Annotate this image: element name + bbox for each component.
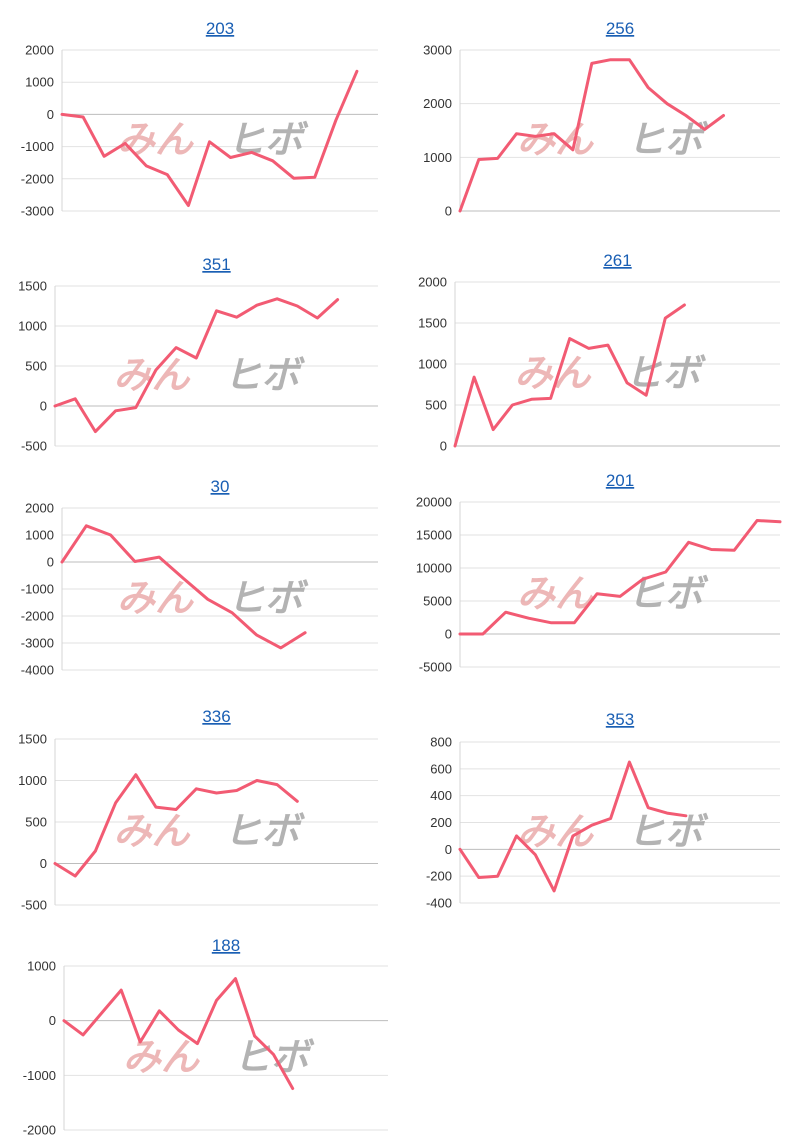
y-tick-label: 15000: [416, 528, 452, 543]
chart-title[interactable]: 256: [606, 19, 634, 38]
y-tick-label: 1000: [25, 528, 54, 543]
watermark-logo: ヒボ: [227, 576, 309, 620]
y-tick-label: 0: [445, 204, 452, 219]
y-tick-label: -1000: [21, 582, 54, 597]
y-tick-label: -5000: [419, 660, 452, 675]
series-line: [458, 519, 782, 636]
chart-30: 30 2000 1000 0 -1000 -2000 -3000 -4000 みん ヒボ: [21, 477, 378, 678]
y-tick-label: 500: [25, 359, 47, 374]
chart-title[interactable]: 353: [606, 710, 634, 729]
y-tick-label: -3000: [21, 636, 54, 651]
series-line: [53, 773, 299, 878]
watermark-logo: ヒボ: [627, 118, 709, 162]
y-tick-label: 0: [440, 439, 447, 454]
y-tick-label: 0: [47, 107, 54, 122]
chart-256: 256 3000 2000 1000 0 みん ヒボ: [423, 19, 780, 219]
chart-336: 336 1500 1000 500 0 -500 みん ヒボ: [18, 707, 378, 913]
y-tick-label: -2000: [21, 609, 54, 624]
watermark-logo: ヒボ: [223, 353, 305, 397]
y-tick-label: 1500: [18, 732, 47, 747]
y-tick-label: 0: [445, 627, 452, 642]
series-line: [53, 297, 340, 434]
y-tick-label: 500: [425, 398, 447, 413]
chart-title[interactable]: 201: [606, 471, 634, 490]
y-tick-label: -4000: [21, 663, 54, 678]
series-line: [60, 524, 307, 650]
y-tick-label: 500: [25, 815, 47, 830]
watermark-logo: ヒボ: [624, 351, 706, 395]
y-tick-label: 2000: [25, 501, 54, 516]
watermark-logo: みん: [117, 576, 194, 620]
y-tick-label: 2000: [25, 43, 54, 58]
watermark-logo: ヒボ: [223, 809, 305, 853]
series-line: [458, 58, 725, 213]
chart-title[interactable]: 188: [212, 936, 240, 955]
chart-title[interactable]: 30: [211, 477, 230, 496]
y-tick-label: 0: [40, 856, 47, 871]
y-tick-label: 0: [49, 1013, 56, 1028]
y-tick-label: 1500: [418, 316, 447, 331]
y-tick-label: 1000: [18, 319, 47, 334]
watermark-logo: みん: [123, 1035, 200, 1079]
y-tick-label: -500: [21, 439, 47, 454]
y-tick-label: 0: [40, 399, 47, 414]
y-tick-label: -2000: [23, 1123, 56, 1138]
y-tick-label: 3000: [423, 43, 452, 58]
watermark-logo: みん: [517, 118, 594, 162]
y-tick-label: 5000: [423, 594, 452, 609]
series-line: [458, 760, 688, 893]
chart-title[interactable]: 351: [202, 255, 230, 274]
watermark-logo: ヒボ: [627, 810, 709, 854]
y-tick-label: 0: [445, 842, 452, 857]
y-tick-label: -1000: [21, 139, 54, 154]
y-tick-label: 1000: [423, 150, 452, 165]
chart-title[interactable]: 336: [202, 707, 230, 726]
y-tick-label: 2000: [418, 275, 447, 290]
watermark-logo: みん: [113, 809, 190, 853]
y-tick-label: 600: [430, 761, 452, 776]
chart-title[interactable]: 203: [206, 19, 234, 38]
y-tick-label: -400: [426, 896, 452, 911]
y-tick-label: 1000: [25, 75, 54, 90]
y-tick-label: -2000: [21, 171, 54, 186]
series-line: [60, 69, 359, 207]
chart-title[interactable]: 261: [603, 251, 631, 270]
y-tick-label: 0: [47, 555, 54, 570]
y-tick-label: 1500: [18, 279, 47, 294]
y-tick-label: 1000: [18, 773, 47, 788]
y-tick-label: -500: [21, 898, 47, 913]
y-tick-label: 200: [430, 815, 452, 830]
y-tick-label: 20000: [416, 495, 452, 510]
y-tick-label: -1000: [23, 1068, 56, 1083]
series-line: [453, 303, 686, 448]
watermark-logo: ヒボ: [627, 572, 709, 616]
y-tick-label: 1000: [418, 357, 447, 372]
chart-201: 201 20000 15000 10000 5000 0 -5000 みん ヒボ: [416, 471, 782, 675]
y-tick-label: 2000: [423, 96, 452, 111]
watermark-logo: みん: [517, 572, 594, 616]
y-tick-label: -3000: [21, 204, 54, 219]
series-line: [62, 977, 295, 1090]
watermark-logo: みん: [117, 118, 194, 162]
y-tick-label: 400: [430, 788, 452, 803]
y-tick-label: 1000: [27, 959, 56, 974]
y-tick-label: 800: [430, 735, 452, 750]
y-tick-label: -200: [426, 869, 452, 884]
y-tick-label: 10000: [416, 561, 452, 576]
